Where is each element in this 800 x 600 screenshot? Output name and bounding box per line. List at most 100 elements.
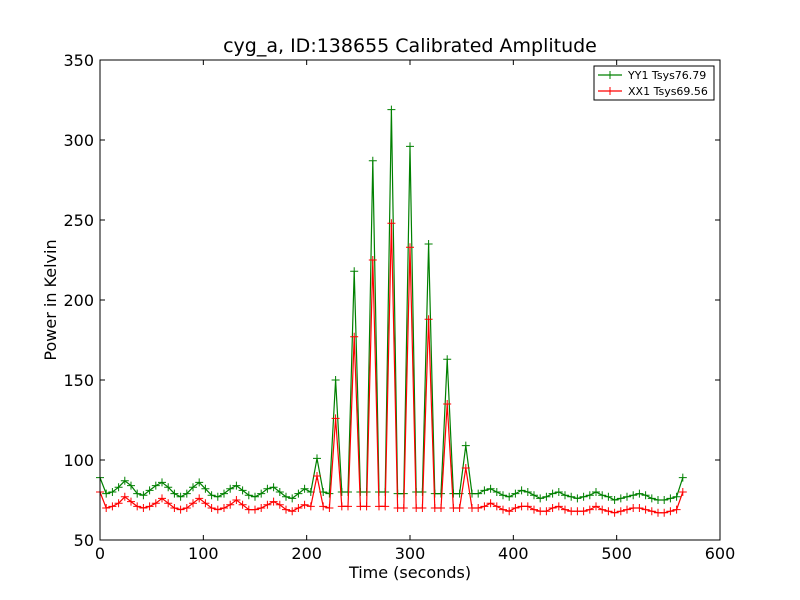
data-point [666, 494, 675, 503]
y-tick-label: 100 [63, 451, 94, 470]
data-point [523, 502, 532, 511]
data-point [164, 483, 173, 492]
data-point [474, 504, 483, 512]
data-point [585, 505, 594, 514]
data-point [226, 484, 235, 493]
data-point [530, 491, 538, 500]
data-point [536, 494, 545, 503]
data-point [548, 489, 557, 498]
data-point [368, 156, 377, 165]
data-point [647, 507, 656, 516]
data-point [623, 492, 631, 501]
data-point [220, 489, 228, 498]
data-point [207, 491, 216, 500]
data-point [492, 502, 501, 511]
data-point [424, 240, 433, 248]
data-point [294, 504, 303, 512]
data-point [641, 491, 650, 500]
legend: YY1 Tsys76.79 XX1 Tsys69.56 [593, 65, 715, 101]
data-point [313, 472, 321, 480]
y-tick-label: 300 [63, 131, 94, 150]
data-point [145, 486, 154, 495]
data-point [554, 488, 563, 496]
data-point [120, 476, 129, 485]
data-point [238, 500, 247, 509]
series-2 [96, 219, 687, 517]
data-point [220, 504, 228, 512]
plot-frame [99, 59, 721, 541]
y-tick-label: 200 [63, 291, 94, 310]
data-point [517, 486, 526, 495]
data-point [461, 464, 470, 472]
data-point [319, 502, 328, 511]
legend-marker [606, 87, 614, 95]
data-point [610, 496, 619, 504]
data-point [437, 504, 445, 512]
data-point [288, 494, 297, 503]
data-point [381, 502, 390, 511]
data-point [579, 492, 588, 501]
data-point [660, 508, 669, 517]
data-point [244, 491, 253, 500]
data-point [306, 502, 315, 511]
data-point [461, 441, 470, 450]
data-point [300, 500, 309, 509]
x-tick-label: 300 [395, 544, 426, 563]
data-point [511, 504, 520, 512]
legend-label: XX1 Tsys69.56 [628, 85, 708, 98]
series-line [99, 223, 684, 514]
data-point [443, 355, 452, 364]
data-point [350, 332, 359, 341]
data-point [251, 492, 259, 501]
data-point [133, 502, 142, 511]
data-point [480, 486, 489, 495]
data-point [418, 504, 427, 512]
data-point [127, 481, 135, 490]
data-point [158, 494, 166, 503]
data-point [201, 499, 210, 508]
data-point [598, 505, 607, 514]
legend-marker [606, 71, 614, 79]
data-point [108, 502, 117, 511]
plot-area [96, 59, 721, 541]
data-point [263, 500, 272, 509]
data-point [585, 491, 594, 500]
data-point [114, 483, 123, 492]
data-point [592, 488, 600, 496]
data-point [592, 502, 600, 511]
data-point [170, 504, 179, 512]
data-point [213, 492, 222, 501]
data-point [275, 500, 284, 509]
x-tick-label: 500 [601, 544, 632, 563]
data-point [151, 481, 160, 490]
data-point [288, 507, 297, 516]
data-point [207, 504, 216, 512]
data-point [331, 376, 340, 384]
data-point [213, 505, 222, 514]
data-point [195, 478, 204, 487]
data-point [499, 505, 507, 514]
data-point [120, 492, 129, 501]
data-point [437, 489, 445, 498]
data-point [604, 507, 613, 516]
data-point [672, 505, 681, 514]
y-tick-label: 250 [63, 211, 94, 230]
data-point [474, 489, 483, 498]
data-point [635, 504, 644, 512]
series-layer [96, 105, 687, 517]
data-point [598, 491, 607, 500]
data-point [387, 105, 396, 114]
x-tick-label: 0 [95, 544, 105, 563]
data-point [647, 494, 656, 503]
data-point [102, 504, 111, 512]
data-point [678, 488, 687, 496]
data-point [151, 499, 160, 508]
data-point [344, 502, 352, 511]
data-point [660, 496, 669, 504]
data-point [195, 494, 204, 503]
data-point [406, 142, 414, 151]
data-point [387, 219, 396, 228]
data-point [505, 492, 514, 501]
data-point [486, 499, 495, 508]
data-point [263, 484, 272, 493]
